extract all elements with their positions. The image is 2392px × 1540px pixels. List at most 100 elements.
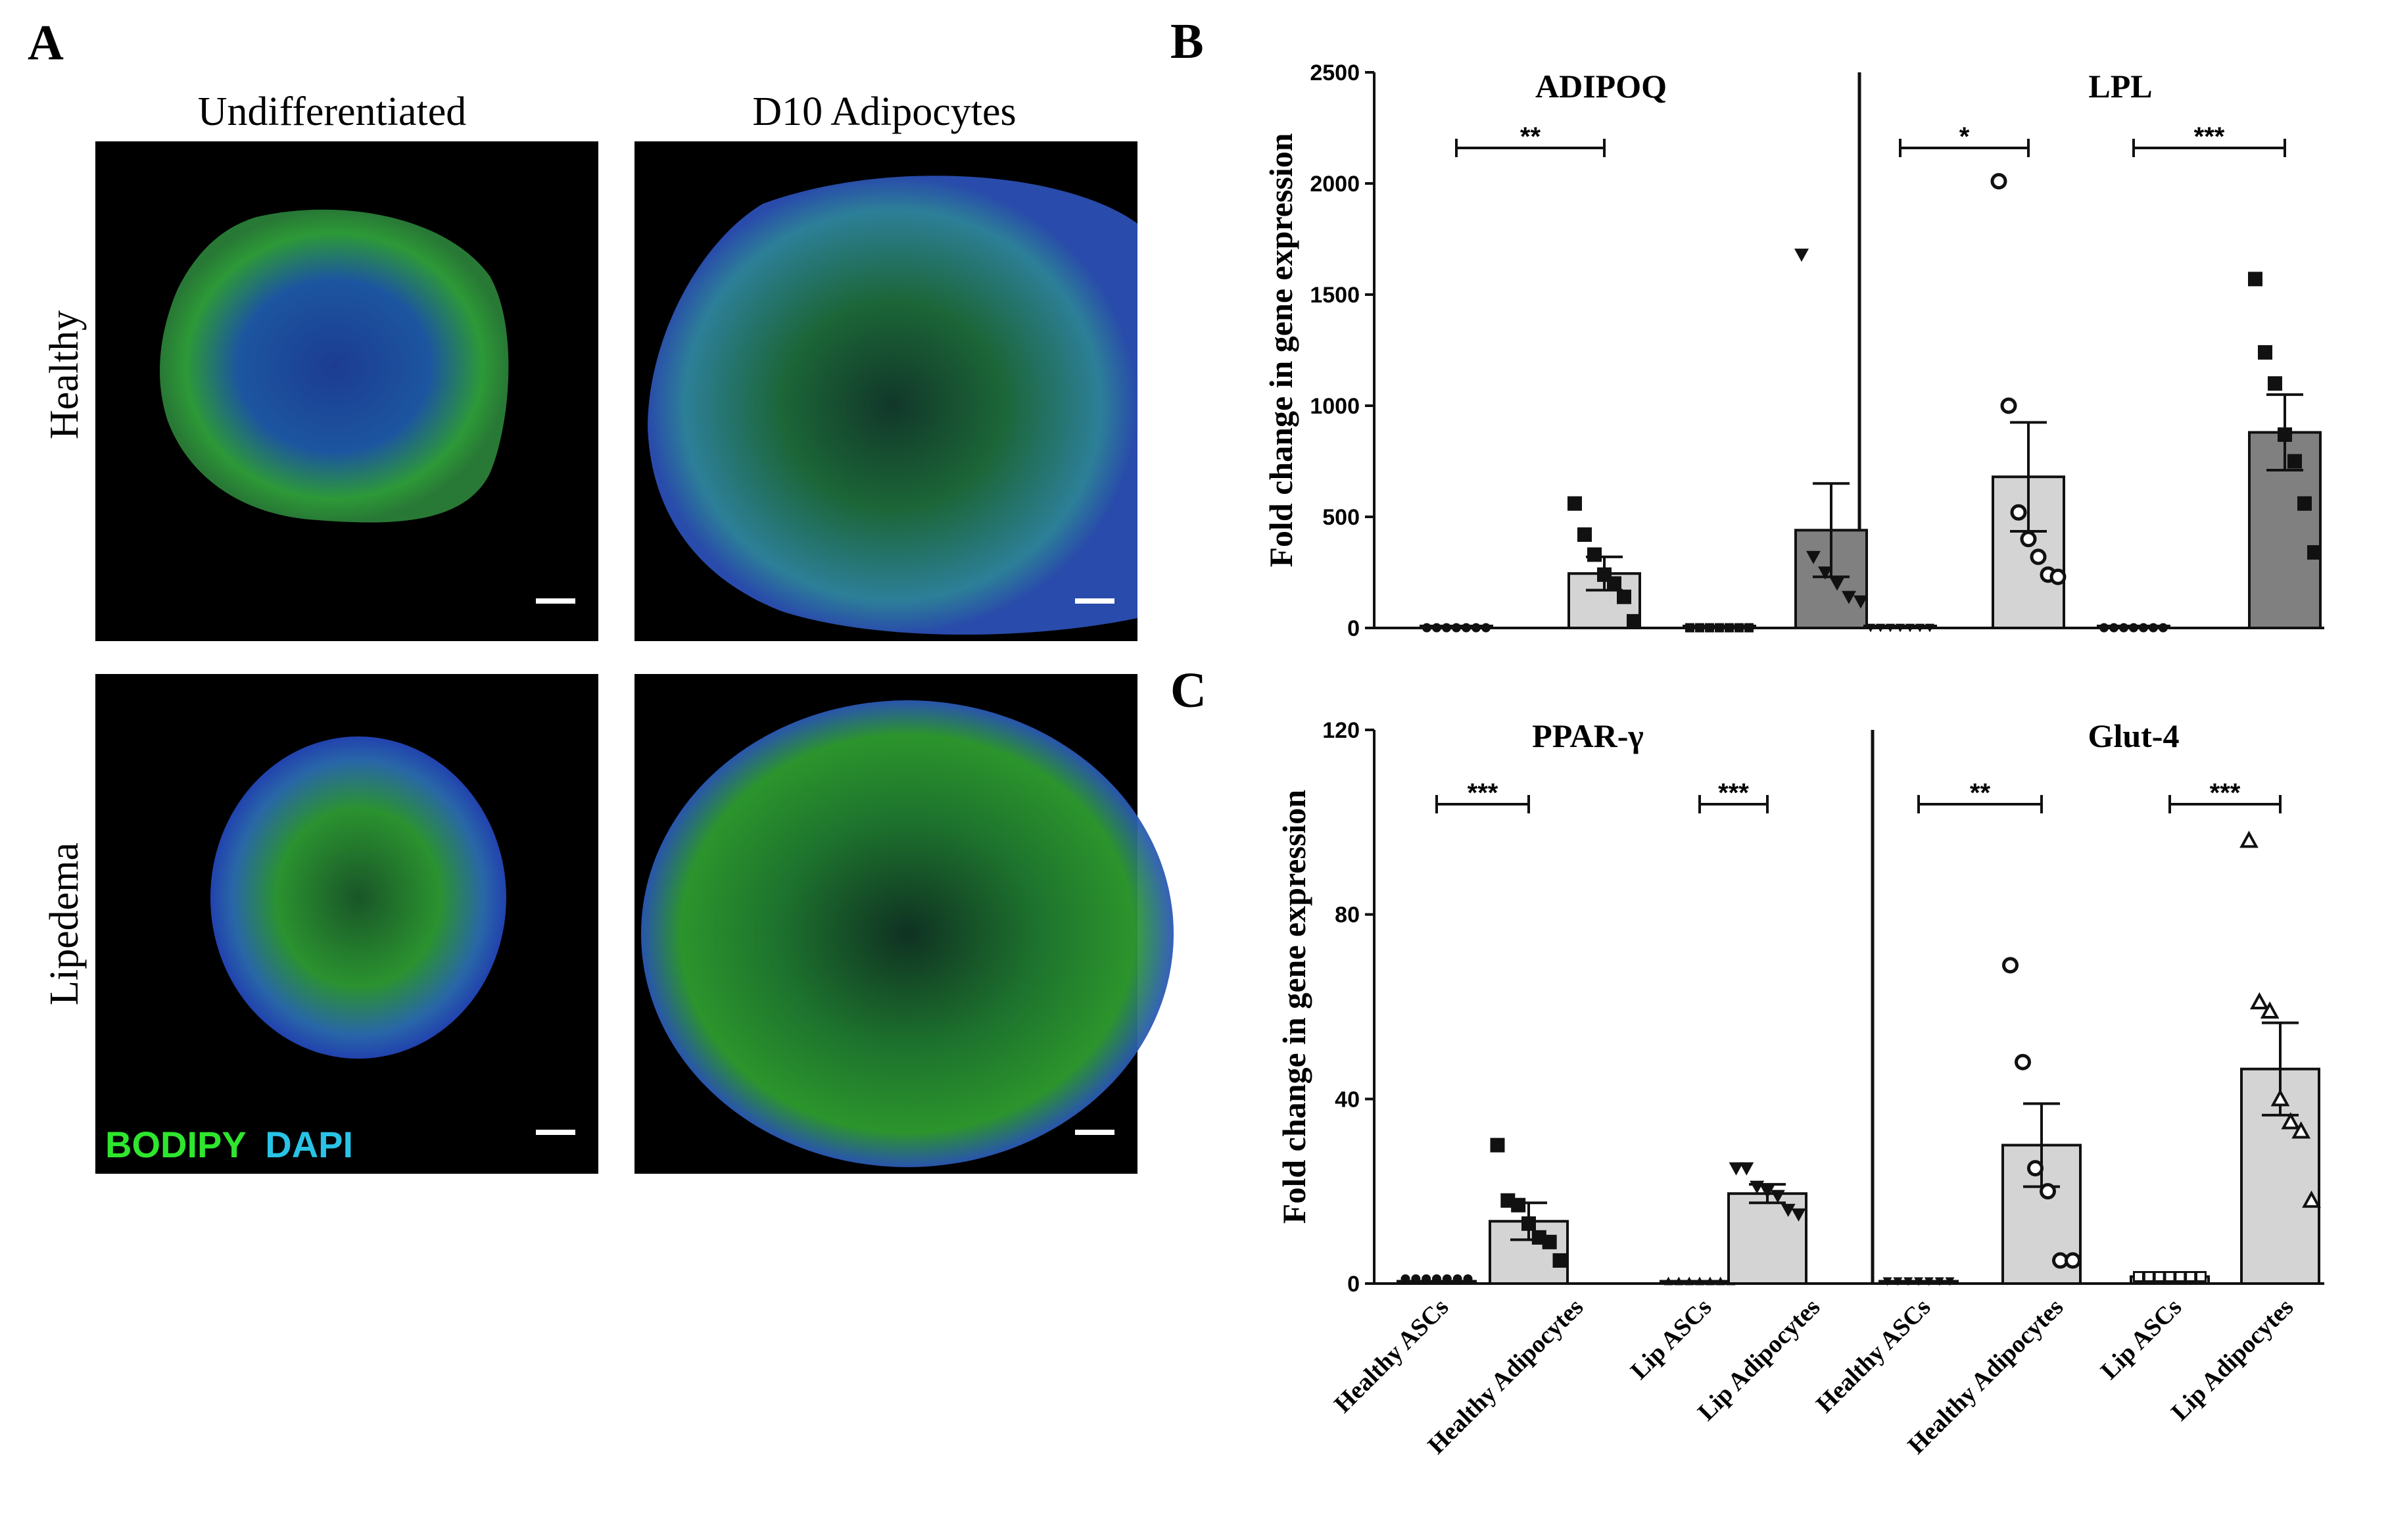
data-point xyxy=(1715,1276,1725,1286)
data-point xyxy=(1705,1276,1715,1286)
data-point xyxy=(1750,1180,1765,1194)
data-point xyxy=(1617,589,1631,604)
data-point xyxy=(2149,623,2158,633)
y-tick-label: 2500 xyxy=(1310,60,1360,85)
row-title-healthy: Healthy xyxy=(42,310,87,439)
chart-panel-c: 0 40 80 120 Fold change in gene expression PP… xyxy=(1276,717,2324,1297)
data-point xyxy=(1925,623,1934,633)
data-point xyxy=(1924,1277,1934,1286)
significance-stars: *** xyxy=(2210,779,2241,807)
data-point xyxy=(1990,173,2007,190)
gene-title: Glut-4 xyxy=(2088,717,2180,754)
row-title-lipedema: Lipedema xyxy=(42,842,87,1005)
significance-stars: *** xyxy=(1718,779,1749,807)
data-point xyxy=(1896,623,1905,633)
scale-bar xyxy=(536,1130,575,1135)
gene-group: Glut-4** *** xyxy=(1878,717,2321,1286)
significance-stars: ** xyxy=(1970,779,1991,807)
data-point xyxy=(2258,345,2272,360)
data-point xyxy=(2000,397,2017,414)
gene-title: ADIPOQ xyxy=(1535,68,1667,105)
chart-panel-b: 0 500 1000 1500 2000 2500 Fold change in gene … xyxy=(1262,60,2324,641)
data-point xyxy=(1663,1276,1673,1286)
x-tick-label: Lip ASCs xyxy=(1625,1293,1717,1385)
data-point xyxy=(1422,623,1431,633)
data-point xyxy=(2174,1270,2186,1282)
data-point xyxy=(1577,527,1592,542)
data-point xyxy=(1806,550,1821,564)
data-point xyxy=(1914,1277,1923,1286)
data-point xyxy=(1587,547,1602,562)
data-point xyxy=(2249,992,2269,1009)
data-point xyxy=(2119,623,2128,633)
data-point xyxy=(1729,1162,1744,1176)
data-point xyxy=(1442,623,1451,633)
data-point xyxy=(1490,1138,1505,1153)
data-point xyxy=(2133,1270,2144,1282)
panel-a: A Undifferentiated D10 Adipocytes Health… xyxy=(28,15,1174,1174)
data-point xyxy=(2040,1183,2056,1200)
data-point xyxy=(1452,623,1461,633)
gene-group: PPAR-γ *** *** xyxy=(1397,717,1807,1286)
column-title-undifferentiated: Undifferentiated xyxy=(198,89,467,134)
data-point xyxy=(1400,1274,1410,1284)
data-point xyxy=(1734,623,1744,633)
data-point xyxy=(2281,1112,2301,1130)
data-point xyxy=(1830,577,1844,591)
data-point xyxy=(1818,566,1832,580)
y-tick-label: 0 xyxy=(1347,1272,1360,1297)
data-point xyxy=(1882,1277,1892,1286)
data-point xyxy=(2297,496,2312,511)
data-point xyxy=(1794,249,1809,262)
data-point xyxy=(1442,1274,1452,1284)
data-point xyxy=(1866,623,1875,633)
stain-label-dapi: DAPI xyxy=(265,1124,353,1165)
data-point xyxy=(1542,1234,1557,1249)
y-tick-label: 1500 xyxy=(1310,283,1360,308)
data-point xyxy=(2010,504,2027,521)
micrograph-lipedema-d10 xyxy=(634,674,1174,1174)
data-point xyxy=(1422,1274,1431,1284)
data-point xyxy=(2278,427,2292,442)
data-point xyxy=(1471,623,1481,633)
column-title-d10-adipocytes: D10 Adipocytes xyxy=(752,89,1016,134)
data-point xyxy=(2164,1270,2176,1282)
x-tick-label: Healthy ASCs xyxy=(1811,1293,1936,1418)
y-axis-label: Fold change in gene expression xyxy=(1262,133,1299,567)
data-point xyxy=(1452,1274,1462,1284)
data-point xyxy=(1481,623,1491,633)
significance-stars: ** xyxy=(1520,122,1541,151)
data-point xyxy=(2248,272,2262,287)
data-point xyxy=(2239,830,2259,848)
data-point xyxy=(1715,623,1724,633)
y-tick-label: 120 xyxy=(1322,718,1360,743)
y-tick-label: 40 xyxy=(1335,1087,1360,1112)
micrograph-healthy-undifferentiated xyxy=(95,141,598,641)
data-point xyxy=(2139,623,2148,633)
data-point xyxy=(1695,1276,1704,1286)
data-point xyxy=(2287,454,2302,469)
data-point xyxy=(2002,957,2019,974)
data-point xyxy=(2260,1001,2280,1019)
data-point xyxy=(1781,1203,1796,1217)
data-point xyxy=(1432,623,1441,633)
data-point xyxy=(2099,623,2109,633)
y-axis-label: Fold change in gene expression xyxy=(1276,790,1312,1224)
micrograph-healthy-d10 xyxy=(634,141,1137,641)
data-point xyxy=(2015,1053,2031,1071)
gene-group: ADIPOQ ** xyxy=(1420,68,1868,633)
data-point xyxy=(1705,623,1714,633)
data-point xyxy=(1905,623,1915,633)
data-point xyxy=(1876,623,1885,633)
data-point xyxy=(2065,1252,2081,1269)
gene-title: LPL xyxy=(2088,68,2152,105)
data-point xyxy=(2030,548,2047,565)
data-point xyxy=(1915,623,1925,633)
data-point xyxy=(2049,568,2067,585)
data-point xyxy=(1567,496,1582,511)
scale-bar xyxy=(536,598,575,604)
data-point xyxy=(1607,576,1621,591)
gene-group: LPL* *** xyxy=(1863,68,2322,633)
data-point xyxy=(2159,623,2168,633)
data-point xyxy=(2291,1121,2311,1139)
